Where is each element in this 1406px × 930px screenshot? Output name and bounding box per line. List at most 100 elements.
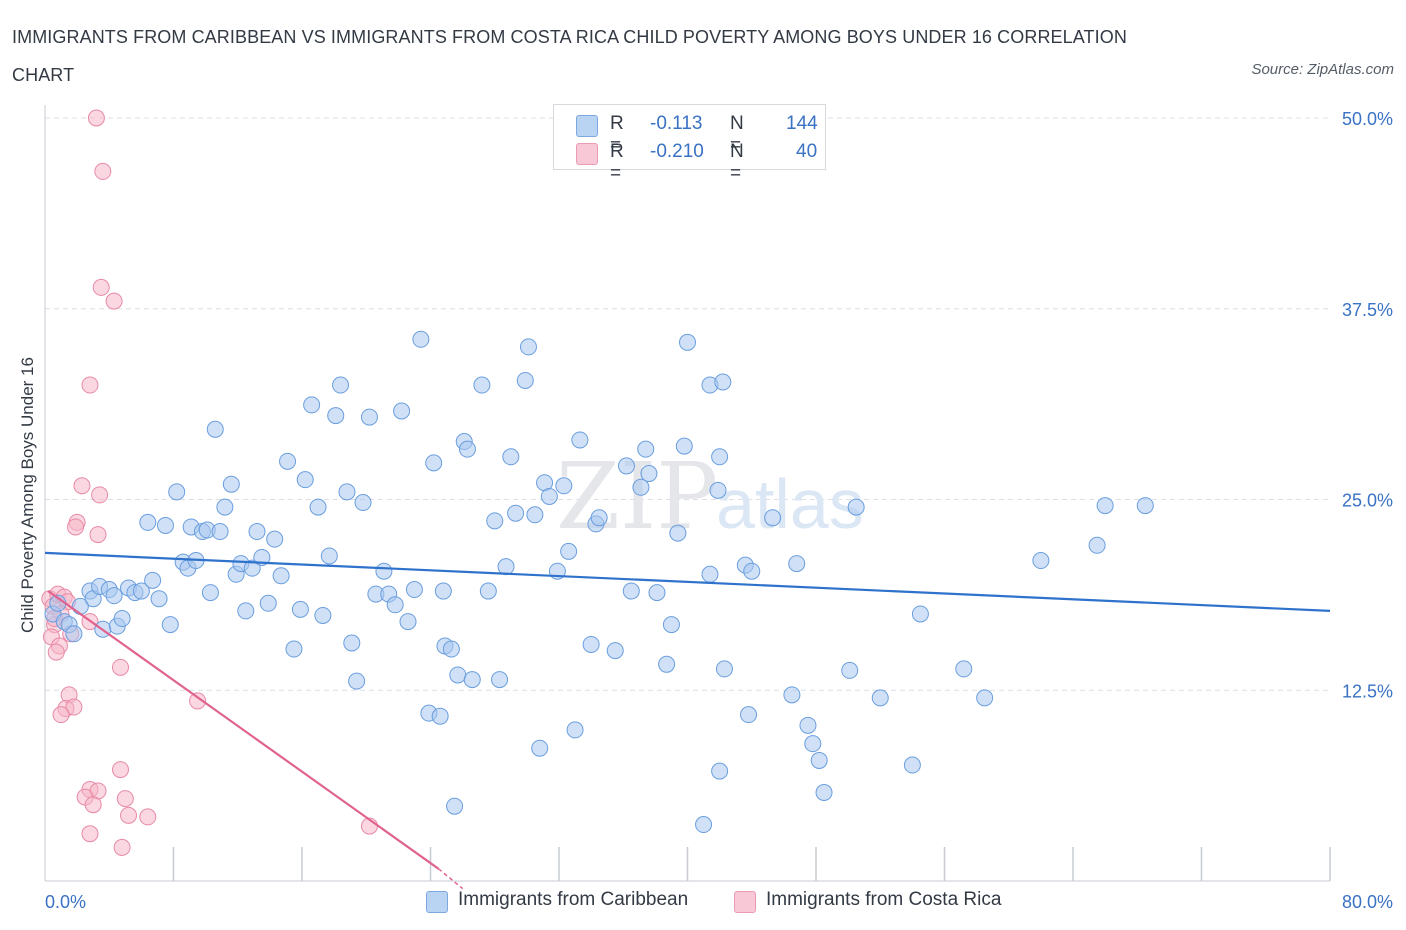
caribbean-point bbox=[144, 571, 162, 589]
caribbean-point bbox=[709, 481, 727, 499]
caribbean-point bbox=[320, 547, 338, 565]
costa-rica-point bbox=[89, 526, 107, 544]
caribbean-point bbox=[640, 465, 658, 483]
costa-rica-trend-extension bbox=[438, 868, 464, 890]
caribbean-point bbox=[502, 448, 520, 466]
caribbean-point bbox=[711, 762, 729, 780]
caribbean-point bbox=[156, 516, 174, 534]
caribbean-point bbox=[113, 610, 131, 628]
caribbean-point bbox=[248, 523, 266, 541]
costa-rica-point bbox=[94, 162, 112, 180]
caribbean-point bbox=[903, 756, 921, 774]
caribbean-point bbox=[279, 452, 297, 470]
caribbean-point bbox=[617, 457, 635, 475]
caribbean-point bbox=[338, 483, 356, 501]
caribbean-point bbox=[393, 402, 411, 420]
caribbean-point bbox=[314, 606, 332, 624]
legend-n-value: 144 bbox=[786, 113, 818, 134]
caribbean-point bbox=[526, 506, 544, 524]
caribbean-point bbox=[309, 498, 327, 516]
correlation-legend: R = -0.113 N = 144 R = -0.210 N = 40 bbox=[553, 104, 826, 184]
legend-swatch-caribbean bbox=[576, 115, 598, 137]
caribbean-point bbox=[560, 542, 578, 560]
caribbean-point bbox=[458, 440, 476, 458]
caribbean-point bbox=[479, 582, 497, 600]
caribbean-point bbox=[434, 582, 452, 600]
caribbean-point bbox=[332, 376, 350, 394]
chart-title: IMMIGRANTS FROM CARIBBEAN VS IMMIGRANTS … bbox=[12, 27, 1127, 85]
x-tick-label-min: 0.0% bbox=[45, 892, 86, 912]
costa-rica-trend-line bbox=[47, 590, 440, 870]
caribbean-point bbox=[590, 509, 608, 527]
caribbean-point bbox=[446, 797, 464, 815]
legend-r-value: -0.210 bbox=[650, 141, 704, 162]
costa-rica-point bbox=[111, 761, 129, 779]
caribbean-point bbox=[519, 338, 537, 356]
caribbean-point bbox=[1032, 552, 1050, 570]
legend-swatch-costa-rica bbox=[576, 143, 598, 165]
caribbean-point bbox=[237, 602, 255, 620]
caribbean-point bbox=[810, 751, 828, 769]
caribbean-point bbox=[497, 558, 515, 576]
caribbean-point bbox=[540, 487, 558, 505]
bottom-swatch-costa-rica bbox=[734, 891, 756, 913]
costa-rica-point bbox=[81, 825, 99, 843]
y-axis-label: Child Poverty Among Boys Under 16 bbox=[18, 357, 37, 633]
tick-labels: 12.5% 25.0% 37.5% 50.0% 0.0% 80.0% bbox=[45, 109, 1393, 912]
chart-source: Source: ZipAtlas.com bbox=[1251, 61, 1394, 78]
caribbean-point bbox=[715, 660, 733, 678]
costa-rica-points bbox=[41, 109, 378, 856]
caribbean-point bbox=[291, 600, 309, 618]
costa-rica-point bbox=[139, 808, 157, 826]
caribbean-point bbox=[327, 407, 345, 425]
caribbean-point bbox=[675, 437, 693, 455]
costa-rica-point bbox=[52, 706, 70, 724]
caribbean-point bbox=[1088, 536, 1106, 554]
caribbean-point bbox=[531, 739, 549, 757]
caribbean-point bbox=[303, 396, 321, 414]
caribbean-point bbox=[740, 706, 758, 724]
caribbean-point bbox=[571, 431, 589, 449]
caribbean-point bbox=[161, 616, 179, 634]
caribbean-point bbox=[150, 590, 168, 608]
bottom-legend-label: Immigrants from Caribbean bbox=[458, 889, 689, 910]
y-tick-label: 12.5% bbox=[1342, 681, 1393, 701]
costa-rica-point bbox=[47, 643, 65, 661]
caribbean-point bbox=[804, 735, 822, 753]
caribbean-point bbox=[386, 596, 404, 614]
caribbean-point bbox=[473, 376, 491, 394]
legend-n-label: N = bbox=[730, 113, 744, 156]
caribbean-point bbox=[296, 471, 314, 489]
caribbean-point bbox=[201, 584, 219, 602]
caribbean-point bbox=[555, 477, 573, 495]
y-tick-label: 25.0% bbox=[1342, 491, 1393, 511]
costa-rica-point bbox=[120, 806, 138, 824]
caribbean-point bbox=[841, 661, 859, 679]
caribbean-point bbox=[847, 498, 865, 516]
caribbean-point bbox=[105, 587, 123, 605]
caribbean-point bbox=[582, 635, 600, 653]
caribbean-point bbox=[222, 475, 240, 493]
caribbean-point bbox=[168, 483, 186, 501]
caribbean-point bbox=[65, 625, 83, 643]
caribbean-point bbox=[211, 523, 229, 541]
legend-r-value: -0.113 bbox=[650, 113, 703, 134]
caribbean-point bbox=[679, 333, 696, 351]
caribbean-point bbox=[701, 565, 719, 583]
costa-rica-point bbox=[67, 518, 85, 536]
caribbean-point bbox=[486, 512, 504, 530]
bottom-swatch-caribbean bbox=[426, 891, 448, 913]
costa-rica-point bbox=[189, 692, 207, 710]
caribbean-point bbox=[399, 613, 417, 631]
caribbean-point bbox=[343, 634, 361, 652]
gridlines bbox=[45, 117, 1330, 691]
caribbean-point bbox=[266, 530, 284, 548]
caribbean-point bbox=[695, 816, 713, 834]
axes bbox=[44, 105, 1331, 882]
caribbean-point bbox=[1096, 497, 1114, 515]
caribbean-point bbox=[360, 408, 378, 426]
caribbean-point bbox=[375, 562, 393, 580]
caribbean-point bbox=[463, 671, 481, 689]
caribbean-point bbox=[206, 420, 224, 438]
